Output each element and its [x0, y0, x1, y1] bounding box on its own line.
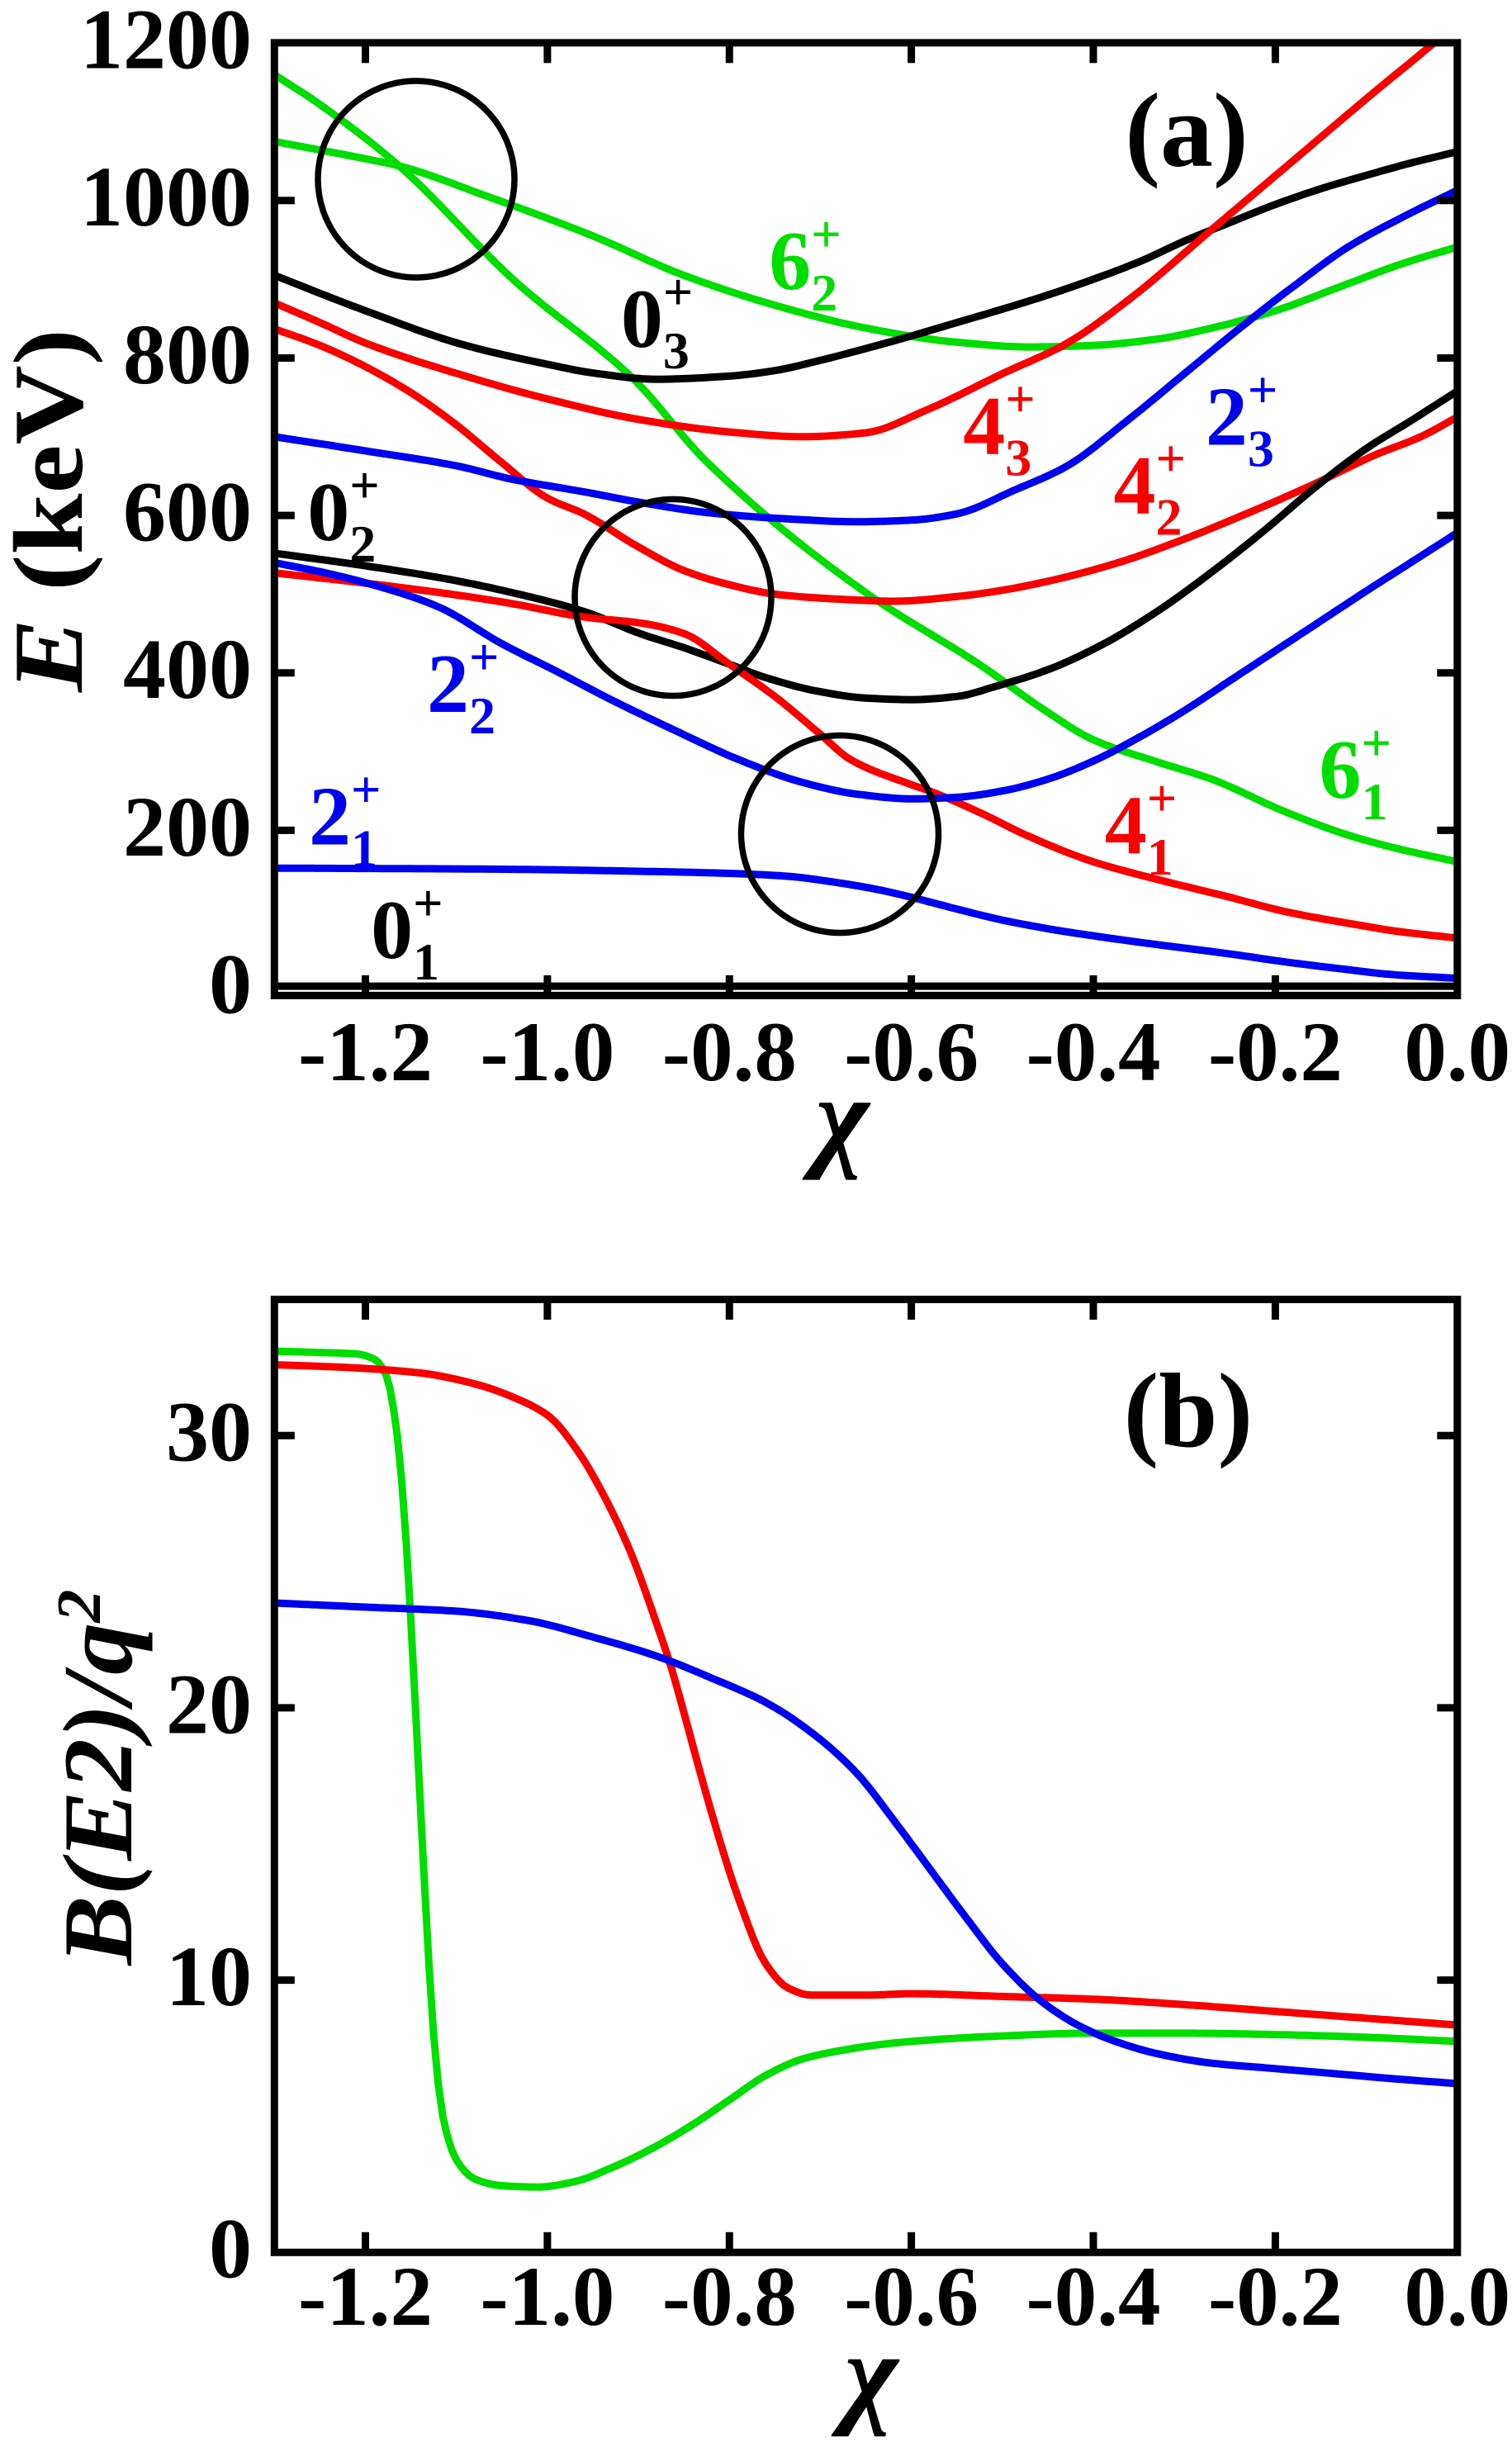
- svg-text:B(E2)/q2: B(E2)/q2: [43, 1590, 153, 1967]
- svg-text:4: 4: [1105, 779, 1147, 872]
- svg-text:6: 6: [1320, 723, 1362, 817]
- svg-text:+: +: [349, 456, 379, 515]
- svg-text:1: 1: [1147, 828, 1173, 886]
- svg-text:6: 6: [769, 215, 811, 308]
- svg-text:4: 4: [963, 380, 1005, 473]
- svg-text:+: +: [1005, 370, 1035, 429]
- svg-text:E (keV): E (keV): [0, 329, 103, 693]
- svg-text:2: 2: [811, 263, 837, 322]
- svg-text:2: 2: [427, 638, 469, 731]
- svg-text:+: +: [811, 205, 841, 263]
- svg-text:-1.2: -1.2: [298, 2250, 433, 2344]
- svg-text:+: +: [1362, 714, 1391, 772]
- svg-text:+: +: [1156, 429, 1186, 487]
- svg-text:+: +: [1248, 361, 1277, 420]
- svg-text:1200: 1200: [80, 0, 252, 88]
- svg-text:2: 2: [309, 771, 351, 864]
- svg-text:+: +: [469, 628, 499, 686]
- svg-text:0.0: 0.0: [1404, 1005, 1510, 1099]
- svg-text:30: 30: [166, 1385, 252, 1480]
- svg-text:+: +: [413, 874, 443, 932]
- svg-text:-0.4: -0.4: [1026, 1005, 1160, 1099]
- svg-text:0: 0: [621, 273, 663, 366]
- svg-text:1000: 1000: [80, 149, 252, 244]
- svg-text:-0.6: -0.6: [844, 1005, 979, 1099]
- svg-text:-1.2: -1.2: [298, 1005, 433, 1099]
- svg-text:-0.8: -0.8: [662, 1005, 797, 1099]
- svg-text:400: 400: [123, 622, 252, 717]
- svg-text:0.0: 0.0: [1404, 2250, 1510, 2344]
- svg-text:0: 0: [307, 466, 349, 559]
- svg-text:0: 0: [209, 937, 252, 1032]
- svg-text:+: +: [351, 761, 381, 819]
- svg-text:2: 2: [349, 515, 376, 573]
- svg-text:3: 3: [1248, 420, 1274, 478]
- svg-text:-0.4: -0.4: [1026, 2250, 1160, 2344]
- svg-text:-0.8: -0.8: [662, 2250, 797, 2344]
- svg-text:1: 1: [413, 932, 439, 991]
- svg-text:2: 2: [469, 686, 495, 745]
- svg-text:10: 10: [166, 1929, 252, 2024]
- svg-text:20: 20: [166, 1657, 252, 1752]
- svg-text:1: 1: [351, 819, 377, 878]
- svg-text:-0.2: -0.2: [1208, 1005, 1343, 1099]
- svg-text:-0.2: -0.2: [1208, 2250, 1343, 2344]
- svg-text:+: +: [1147, 769, 1177, 828]
- svg-text:800: 800: [123, 307, 252, 402]
- svg-text:-1.0: -1.0: [480, 2250, 614, 2344]
- svg-text:1: 1: [1362, 772, 1388, 831]
- svg-text:2: 2: [1156, 487, 1183, 546]
- svg-text:600: 600: [123, 465, 252, 560]
- svg-text:3: 3: [663, 321, 690, 380]
- svg-text:200: 200: [123, 780, 252, 875]
- svg-text:(a): (a): [1125, 72, 1248, 189]
- svg-text:0: 0: [209, 2202, 252, 2297]
- svg-text:-0.6: -0.6: [844, 2250, 979, 2344]
- svg-text:(b): (b): [1124, 1352, 1253, 1469]
- svg-text:2: 2: [1206, 371, 1248, 464]
- svg-text:-1.0: -1.0: [480, 1005, 614, 1099]
- svg-text:+: +: [663, 263, 693, 321]
- svg-text:3: 3: [1005, 429, 1031, 487]
- svg-text:0: 0: [371, 884, 413, 977]
- svg-text:4: 4: [1114, 439, 1156, 532]
